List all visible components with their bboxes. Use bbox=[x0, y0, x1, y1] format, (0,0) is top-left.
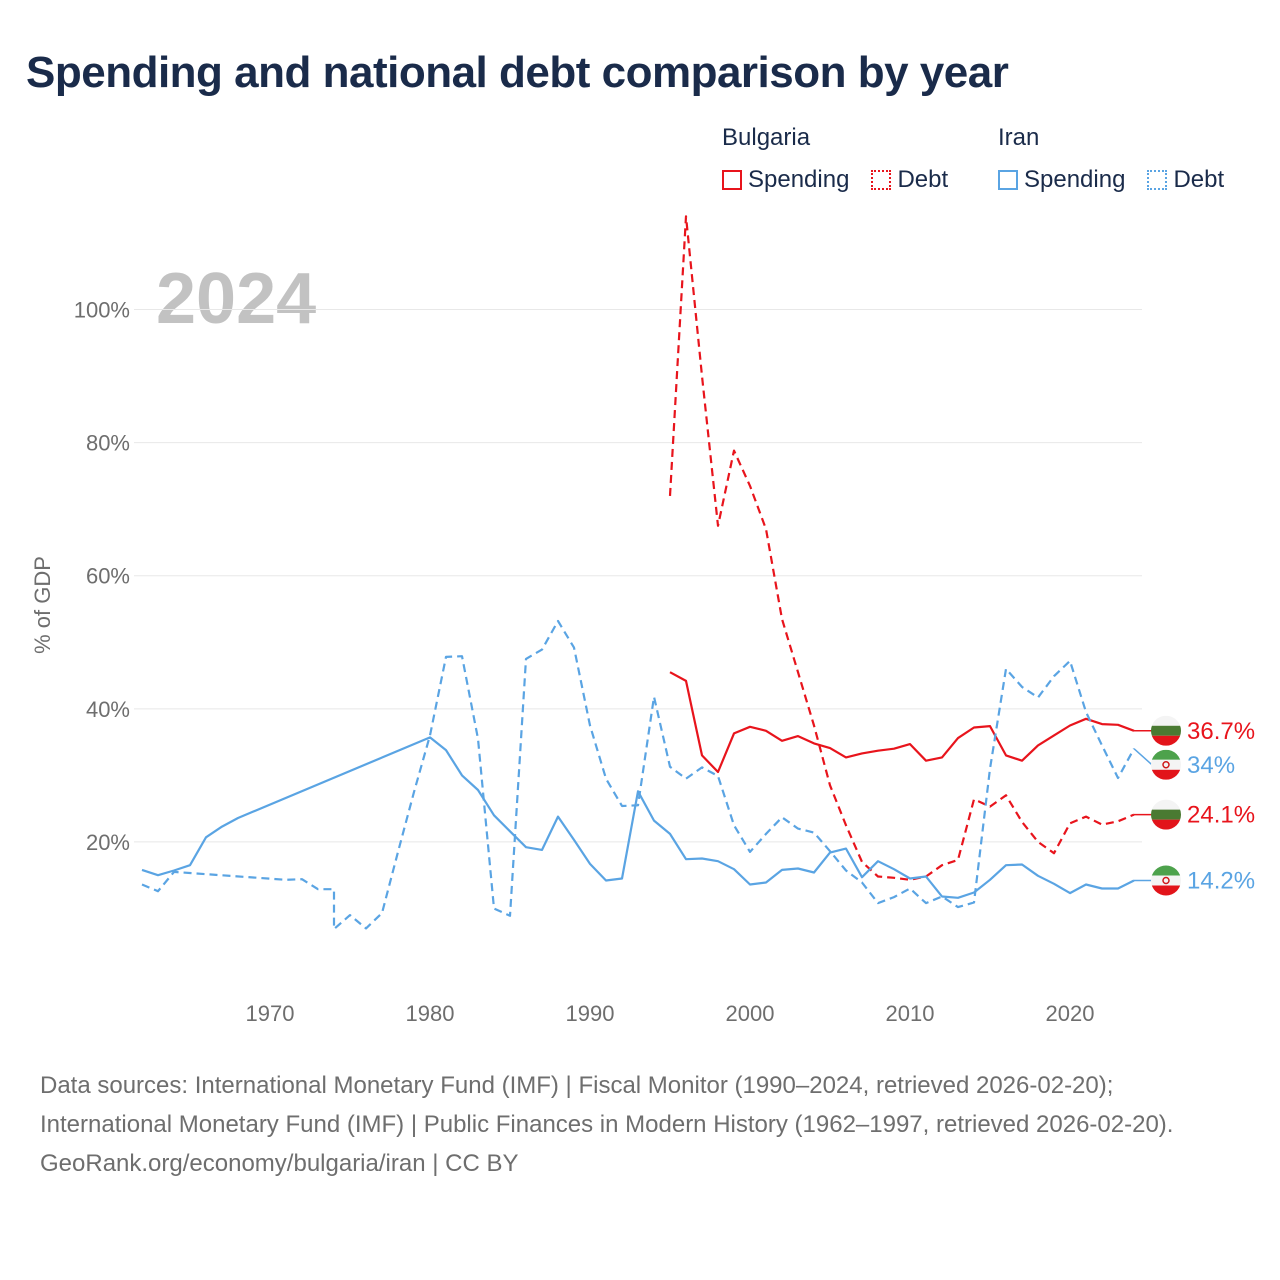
bulgaria-flag-icon bbox=[1151, 799, 1181, 830]
credit-link[interactable]: GeoRank.org/economy/bulgaria/iran | CC B… bbox=[40, 1150, 519, 1177]
legend-item-bulgaria-debt[interactable]: Debt bbox=[871, 166, 948, 194]
legend-country-bulgaria: Bulgaria bbox=[722, 124, 811, 151]
series-line-bulgaria-debt[interactable] bbox=[668, 215, 1135, 881]
chart-area: 2024 % of GDP 20% 40% 60% 80% 100% 1970 1980 19… bbox=[30, 215, 1255, 1026]
end-connector bbox=[1133, 748, 1153, 766]
x-tick-label: 1980 bbox=[406, 1001, 455, 1026]
y-tick-label: 60% bbox=[86, 564, 130, 589]
y-tick-label: 40% bbox=[86, 697, 130, 722]
y-tick-label: 20% bbox=[86, 830, 130, 855]
series-line-bulgaria-spending[interactable] bbox=[669, 671, 1135, 774]
legend-swatch-solid bbox=[998, 170, 1018, 190]
legend-group-bulgaria: Bulgaria Spending Debt bbox=[722, 124, 948, 194]
iran-flag-icon bbox=[1151, 865, 1181, 896]
end-value-label: 24.1% bbox=[1187, 802, 1255, 829]
legend-group-iran: Iran Spending Debt bbox=[998, 124, 1224, 194]
legend-label: Spending bbox=[748, 166, 850, 193]
chart-title: Spending and national debt comparison by… bbox=[26, 48, 1009, 97]
end-value-label: 14.2% bbox=[1187, 868, 1255, 895]
legend-swatch-dotted bbox=[1147, 170, 1168, 190]
year-watermark: 2024 bbox=[156, 259, 316, 339]
x-tick-label: 2020 bbox=[1046, 1001, 1095, 1026]
legend-country-iran: Iran bbox=[998, 124, 1040, 151]
iran-flag-icon bbox=[1151, 749, 1181, 780]
legend-label: Debt bbox=[897, 166, 949, 193]
legend-item-iran-spending[interactable]: Spending bbox=[998, 166, 1125, 194]
end-value-label: 36.7% bbox=[1187, 718, 1255, 745]
x-tick-label: 2000 bbox=[726, 1001, 775, 1026]
bulgaria-flag-icon bbox=[1151, 715, 1181, 746]
legend-swatch-dotted bbox=[871, 170, 892, 190]
series-line-iran-spending[interactable] bbox=[141, 736, 1135, 899]
y-tick-label: 80% bbox=[86, 431, 130, 456]
x-tick-label: 1970 bbox=[246, 1001, 295, 1026]
legend-label: Spending bbox=[1024, 166, 1126, 193]
series-line-iran-debt[interactable] bbox=[141, 619, 1135, 931]
legend-label: Debt bbox=[1173, 166, 1225, 193]
x-tick-label: 2010 bbox=[886, 1001, 935, 1026]
x-tick-label: 1990 bbox=[566, 1001, 615, 1026]
legend-item-iran-debt[interactable]: Debt bbox=[1147, 166, 1224, 194]
data-sources: Data sources: International Monetary Fun… bbox=[40, 1072, 1174, 1138]
y-axis-label: % of GDP bbox=[30, 556, 55, 654]
legend-swatch-solid bbox=[722, 170, 742, 190]
legend-item-bulgaria-spending[interactable]: Spending bbox=[722, 166, 849, 194]
footer: Data sources: International Monetary Fun… bbox=[40, 1066, 1240, 1183]
y-tick-label: 100% bbox=[74, 298, 130, 323]
end-value-label: 34% bbox=[1187, 752, 1235, 779]
